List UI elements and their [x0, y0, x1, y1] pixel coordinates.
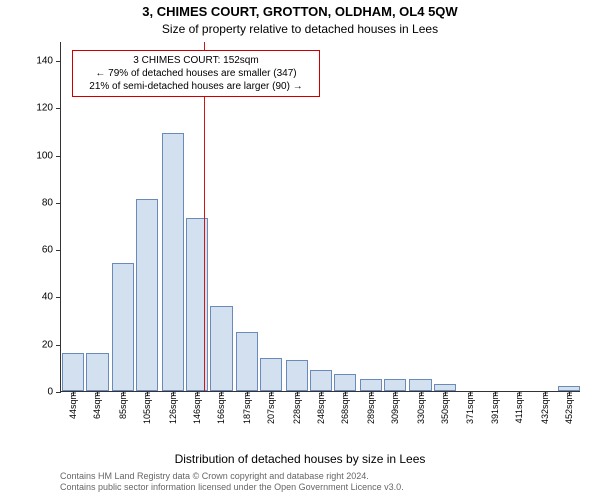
x-tick-label: 330sqm [416, 392, 426, 424]
x-tick-label: 452sqm [564, 392, 574, 424]
x-tick-label: 248sqm [316, 392, 326, 424]
x-tick-label: 44sqm [68, 392, 78, 419]
x-tick-label: 350sqm [440, 392, 450, 424]
y-tick-label: 20 [42, 339, 53, 350]
y-tick-label: 100 [36, 150, 53, 161]
chart-subtitle: Size of property relative to detached ho… [0, 22, 600, 36]
annotation-line-1: 3 CHIMES COURT: 152sqm [79, 54, 313, 67]
x-tick-label: 228sqm [292, 392, 302, 424]
histogram-bar [360, 379, 382, 391]
y-tick [56, 203, 61, 204]
x-axis-label: Distribution of detached houses by size … [0, 452, 600, 466]
attribution-line-2: Contains public sector information licen… [60, 482, 404, 494]
x-tick-label: 268sqm [340, 392, 350, 424]
x-tick-label: 432sqm [540, 392, 550, 424]
figure-container: 3, CHIMES COURT, GROTTON, OLDHAM, OL4 5Q… [0, 0, 600, 500]
histogram-bar [210, 306, 232, 391]
y-tick-label: 40 [42, 292, 53, 303]
x-tick-label: 126sqm [168, 392, 178, 424]
attribution-text: Contains HM Land Registry data © Crown c… [60, 471, 404, 494]
annotation-line-3: 21% of semi-detached houses are larger (… [79, 80, 313, 93]
histogram-bar [334, 374, 356, 391]
histogram-bar [409, 379, 431, 391]
y-tick-label: 120 [36, 103, 53, 114]
histogram-bar [558, 386, 580, 391]
x-tick-label: 371sqm [465, 392, 475, 424]
x-tick-label: 146sqm [192, 392, 202, 424]
histogram-bar [162, 133, 184, 391]
x-tick-label: 309sqm [390, 392, 400, 424]
x-tick-label: 289sqm [366, 392, 376, 424]
histogram-bar [384, 379, 406, 391]
y-tick-label: 60 [42, 245, 53, 256]
y-tick [56, 297, 61, 298]
x-tick-label: 85sqm [118, 392, 128, 419]
y-tick-label: 80 [42, 197, 53, 208]
x-tick-label: 391sqm [490, 392, 500, 424]
x-tick-label: 207sqm [266, 392, 276, 424]
histogram-bar [260, 358, 282, 391]
histogram-bar [286, 360, 308, 391]
histogram-bar [434, 384, 456, 391]
histogram-bar [236, 332, 258, 391]
y-tick-label: 140 [36, 55, 53, 66]
x-tick-label: 166sqm [216, 392, 226, 424]
x-tick-label: 411sqm [514, 392, 524, 423]
y-tick [56, 61, 61, 62]
annotation-line-2: ← 79% of detached houses are smaller (34… [79, 67, 313, 80]
y-tick [56, 392, 61, 393]
histogram-bar [310, 370, 332, 391]
histogram-bar [86, 353, 108, 391]
histogram-bar [136, 199, 158, 391]
histogram-bar [112, 263, 134, 391]
y-tick [56, 345, 61, 346]
y-tick [56, 156, 61, 157]
y-tick-label: 0 [47, 387, 53, 398]
x-tick-label: 64sqm [92, 392, 102, 419]
attribution-line-1: Contains HM Land Registry data © Crown c… [60, 471, 404, 483]
x-tick-label: 105sqm [142, 392, 152, 424]
histogram-bar [62, 353, 84, 391]
y-tick [56, 250, 61, 251]
chart-title: 3, CHIMES COURT, GROTTON, OLDHAM, OL4 5Q… [0, 4, 600, 19]
annotation-box: 3 CHIMES COURT: 152sqm ← 79% of detached… [72, 50, 320, 97]
y-tick [56, 108, 61, 109]
x-tick-label: 187sqm [242, 392, 252, 424]
